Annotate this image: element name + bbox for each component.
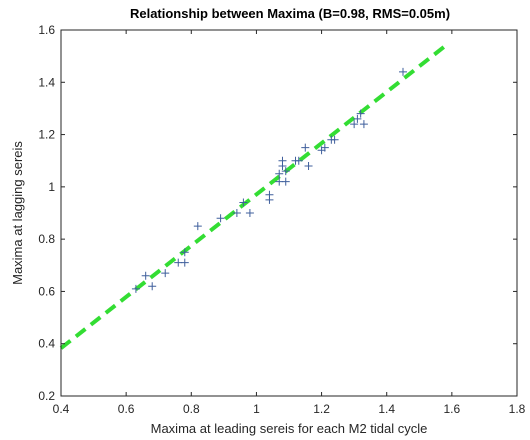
chart-title: Relationship between Maxima (B=0.98, RMS… <box>130 6 450 21</box>
fit-line <box>59 44 447 350</box>
x-tick-label: 0.4 <box>53 402 70 416</box>
x-tick-label: 1.8 <box>509 402 526 416</box>
data-point <box>304 161 313 170</box>
y-tick-label: 1.2 <box>38 128 55 142</box>
data-point <box>148 282 157 291</box>
y-tick-label: 0.2 <box>38 389 55 403</box>
data-point <box>239 198 248 207</box>
data-point <box>193 222 202 231</box>
x-axis: 0.4 0.6 0.8 1 1.2 1.4 1.6 1.8 <box>53 30 526 416</box>
data-point <box>294 156 303 165</box>
y-tick-label: 1.4 <box>38 75 55 89</box>
y-tick-label: 1.6 <box>38 23 55 37</box>
data-point <box>232 209 241 217</box>
data-point <box>278 156 287 165</box>
y-tick-label: 0.8 <box>38 232 55 246</box>
data-point <box>216 214 225 223</box>
data-point <box>180 248 189 257</box>
x-tick-label: 1.6 <box>444 402 461 416</box>
x-tick-label: 0.6 <box>118 402 135 416</box>
data-point <box>281 177 290 186</box>
axes-box <box>60 29 518 397</box>
data-point <box>180 258 189 267</box>
x-axis-label: Maxima at leading sereis for each M2 tid… <box>151 421 428 436</box>
data-point <box>399 67 407 76</box>
fit-line-layer <box>59 44 447 350</box>
data-point <box>353 114 362 123</box>
y-tick-label: 1 <box>48 180 55 194</box>
y-axis-label: Maxima at lagging sereis <box>10 141 25 285</box>
plot-area <box>61 30 517 396</box>
data-point <box>320 143 329 152</box>
x-tick-label: 1 <box>253 402 260 416</box>
data-point <box>350 120 359 129</box>
data-point <box>359 120 368 129</box>
y-tick-label: 0.6 <box>38 284 55 298</box>
data-point <box>301 143 310 152</box>
points-layer <box>131 67 407 293</box>
x-tick-label: 1.2 <box>313 402 330 416</box>
data-point <box>275 169 284 178</box>
data-point <box>245 209 254 217</box>
data-point <box>161 269 170 278</box>
data-point <box>265 190 274 199</box>
y-tick-label: 0.4 <box>38 337 55 351</box>
x-tick-label: 1.4 <box>378 402 395 416</box>
x-tick-label: 0.8 <box>183 402 200 416</box>
data-point <box>131 284 140 293</box>
data-point <box>356 109 365 118</box>
data-point <box>141 271 150 280</box>
data-point <box>330 135 339 144</box>
data-point <box>281 167 290 176</box>
y-axis: 0.2 0.4 0.6 0.8 1 1.2 1.4 1.6 <box>38 23 517 403</box>
